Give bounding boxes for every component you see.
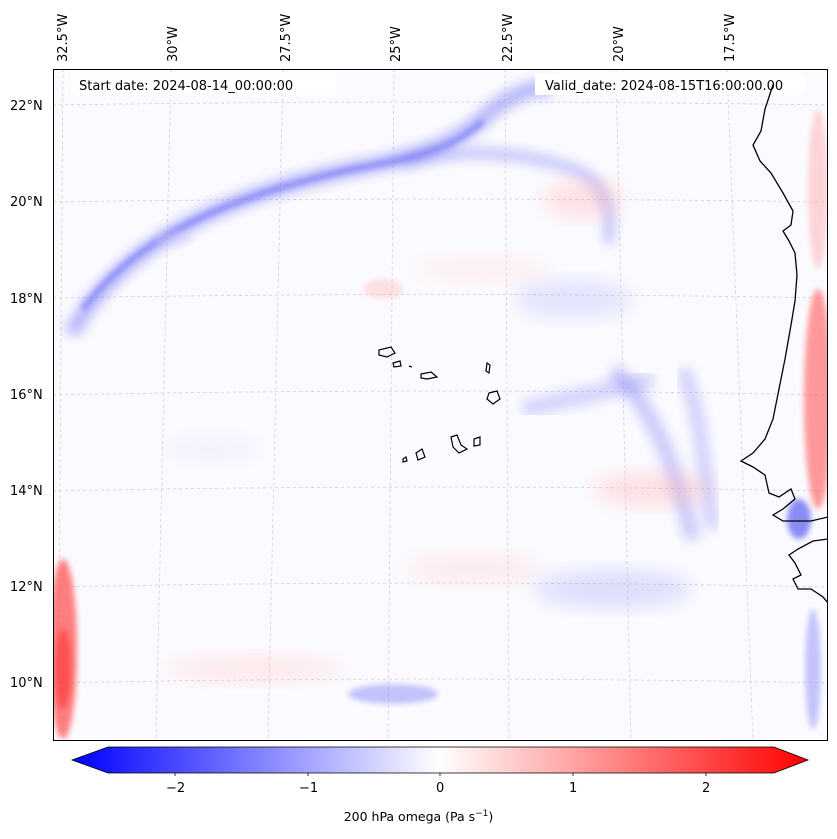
omega-map [53, 69, 828, 741]
colorbar-tick-2: 2 [702, 781, 711, 796]
colorbar-tick-0: 0 [436, 781, 445, 796]
valid-date-box [535, 73, 805, 95]
colorbar-tick-1: 1 [569, 781, 578, 796]
graticule [53, 69, 828, 741]
map-frame [53, 69, 828, 741]
start-date-box [71, 73, 336, 95]
lon-label-22-5w: 22.5°W [501, 13, 516, 62]
lat-label-16n: 16°N [10, 388, 43, 403]
colorbar-ticks [174, 773, 707, 776]
colorbar-title-text: 200 hPa omega (Pa s [343, 809, 476, 825]
africa-coastline [739, 84, 828, 604]
lat-label-22n: 22°N [10, 99, 43, 114]
colorbar-title-close: ) [488, 809, 494, 825]
valid-date-label: Valid_date: 2024-08-15T16:00:00.00 [545, 79, 784, 94]
lon-label-25w: 25°W [389, 26, 404, 62]
lat-label-10n: 10°N [10, 676, 43, 691]
cape-verde-islands [378, 346, 501, 463]
colorbar [70, 746, 810, 776]
colorbar-tick-neg2: −2 [166, 781, 186, 796]
lon-label-32-5w: 32.5°W [56, 13, 71, 62]
lat-label-14n: 14°N [10, 484, 43, 499]
colorbar-title: 200 hPa omega (Pa s−1) [0, 809, 837, 824]
omega-field [53, 80, 828, 739]
lat-label-12n: 12°N [10, 580, 43, 595]
colorbar-tick-neg1: −1 [299, 781, 319, 796]
lat-label-18n: 18°N [10, 292, 43, 307]
lat-label-20n: 20°N [10, 195, 43, 210]
map-background [53, 69, 828, 741]
lon-label-30w: 30°W [166, 26, 181, 62]
lon-label-17-5w: 17.5°W [723, 13, 738, 62]
lon-label-20w: 20°W [612, 26, 627, 62]
lon-label-27-5w: 27.5°W [279, 13, 294, 62]
start-date-label: Start date: 2024-08-14_00:00:00 [79, 79, 294, 94]
colorbar-body [70, 746, 810, 774]
colorbar-title-exponent: −1 [475, 809, 489, 819]
